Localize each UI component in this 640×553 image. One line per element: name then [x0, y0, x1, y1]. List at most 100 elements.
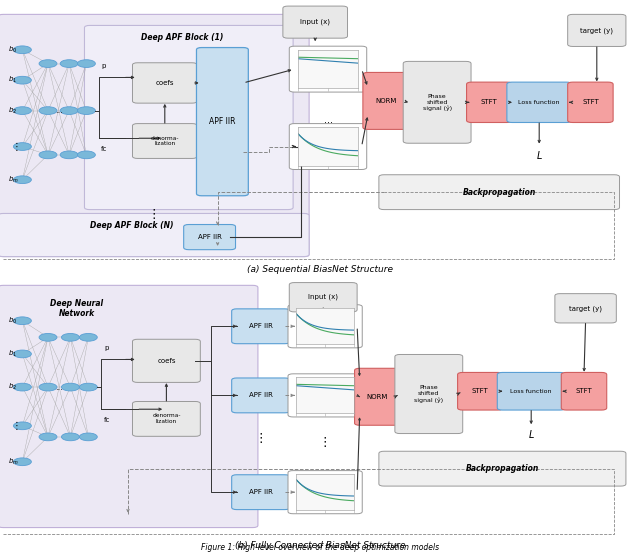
Text: p: p	[101, 64, 106, 69]
Text: APF IIR: APF IIR	[249, 324, 273, 329]
Circle shape	[39, 433, 57, 441]
Text: $b_1$: $b_1$	[8, 349, 17, 359]
FancyBboxPatch shape	[561, 373, 607, 410]
Text: Deep Neural
Network: Deep Neural Network	[50, 299, 104, 318]
Circle shape	[13, 76, 31, 84]
FancyBboxPatch shape	[0, 213, 309, 257]
FancyBboxPatch shape	[507, 82, 572, 123]
Text: ⋮: ⋮	[255, 432, 267, 445]
FancyBboxPatch shape	[232, 309, 290, 344]
FancyBboxPatch shape	[568, 14, 626, 46]
Circle shape	[77, 60, 95, 67]
Circle shape	[13, 317, 31, 325]
Text: coefs: coefs	[156, 80, 174, 86]
FancyBboxPatch shape	[555, 294, 616, 323]
FancyBboxPatch shape	[289, 124, 367, 170]
Circle shape	[79, 333, 97, 341]
Circle shape	[13, 458, 31, 466]
Circle shape	[13, 143, 31, 150]
Text: $b_2$: $b_2$	[8, 106, 17, 116]
Circle shape	[39, 383, 57, 391]
FancyBboxPatch shape	[196, 48, 248, 196]
Text: ...: ...	[55, 383, 63, 392]
FancyBboxPatch shape	[355, 368, 400, 425]
Text: Backpropagation: Backpropagation	[463, 187, 536, 197]
Circle shape	[13, 46, 31, 54]
Text: APF IIR: APF IIR	[249, 393, 273, 398]
Text: (a) Sequential BiasNet Structure: (a) Sequential BiasNet Structure	[247, 265, 393, 274]
FancyBboxPatch shape	[403, 61, 471, 143]
FancyBboxPatch shape	[132, 124, 197, 159]
FancyBboxPatch shape	[232, 474, 290, 510]
Text: $b_1$: $b_1$	[8, 75, 17, 85]
FancyBboxPatch shape	[288, 374, 362, 417]
Text: ⋮: ⋮	[319, 436, 332, 449]
Text: Deep APF Block (1): Deep APF Block (1)	[141, 33, 223, 42]
Circle shape	[13, 107, 31, 114]
Text: coefs: coefs	[157, 358, 175, 364]
Text: Input (x): Input (x)	[300, 19, 330, 25]
FancyBboxPatch shape	[458, 373, 503, 410]
Text: STFT: STFT	[582, 100, 599, 105]
Text: $b_m$: $b_m$	[8, 457, 19, 467]
Circle shape	[39, 107, 57, 114]
Circle shape	[39, 151, 57, 159]
Text: Loss function: Loss function	[511, 389, 552, 394]
FancyBboxPatch shape	[379, 451, 626, 486]
FancyBboxPatch shape	[379, 175, 620, 210]
Text: denorma-
lization: denorma- lization	[150, 135, 179, 147]
Text: ⋮: ⋮	[12, 142, 21, 152]
FancyBboxPatch shape	[467, 82, 512, 123]
Text: fc: fc	[101, 147, 108, 152]
FancyBboxPatch shape	[289, 283, 357, 312]
Text: $L$: $L$	[536, 149, 543, 161]
Text: (b) Fully Connected BiasNet Structure: (b) Fully Connected BiasNet Structure	[235, 541, 405, 550]
Circle shape	[61, 433, 79, 441]
Text: Deep APF Block (N): Deep APF Block (N)	[90, 221, 173, 230]
Circle shape	[60, 60, 78, 67]
Text: Backpropagation: Backpropagation	[466, 464, 539, 473]
Text: ⋮: ⋮	[12, 421, 21, 431]
Text: STFT: STFT	[481, 100, 498, 105]
FancyBboxPatch shape	[283, 6, 348, 38]
Circle shape	[77, 107, 95, 114]
Text: p: p	[104, 346, 109, 351]
Text: APF IIR: APF IIR	[198, 234, 221, 240]
FancyBboxPatch shape	[289, 46, 367, 92]
Circle shape	[60, 107, 78, 114]
Text: Phase
shifted
signal (ŷ): Phase shifted signal (ŷ)	[414, 385, 444, 403]
FancyBboxPatch shape	[288, 471, 362, 514]
FancyBboxPatch shape	[568, 82, 613, 123]
Text: APF IIR: APF IIR	[209, 117, 236, 126]
Circle shape	[61, 333, 79, 341]
Text: Input (x): Input (x)	[308, 294, 338, 300]
Text: target (y): target (y)	[569, 305, 602, 311]
Circle shape	[61, 383, 79, 391]
Text: STFT: STFT	[472, 388, 489, 394]
Circle shape	[13, 350, 31, 358]
Circle shape	[39, 60, 57, 67]
FancyBboxPatch shape	[288, 305, 362, 348]
Text: $b_0$: $b_0$	[8, 45, 17, 55]
Text: ...: ...	[56, 106, 63, 115]
FancyBboxPatch shape	[363, 72, 408, 129]
FancyBboxPatch shape	[232, 378, 290, 413]
Text: $b_m$: $b_m$	[8, 175, 19, 185]
Circle shape	[39, 333, 57, 341]
Text: NORM: NORM	[375, 98, 396, 104]
Text: $L$: $L$	[528, 428, 534, 440]
Circle shape	[79, 433, 97, 441]
Text: $b_0$: $b_0$	[8, 316, 17, 326]
Text: denorma-
lization: denorma- lization	[152, 414, 180, 424]
FancyBboxPatch shape	[132, 62, 197, 103]
Text: fc: fc	[104, 418, 111, 423]
Circle shape	[13, 383, 31, 391]
Text: $b_2$: $b_2$	[8, 382, 17, 392]
FancyBboxPatch shape	[132, 401, 200, 436]
Circle shape	[60, 151, 78, 159]
Circle shape	[13, 176, 31, 184]
FancyBboxPatch shape	[0, 285, 258, 528]
Text: Phase
shifted
signal (ŷ): Phase shifted signal (ŷ)	[422, 93, 452, 111]
Text: target (y): target (y)	[580, 27, 613, 34]
FancyBboxPatch shape	[395, 354, 463, 434]
